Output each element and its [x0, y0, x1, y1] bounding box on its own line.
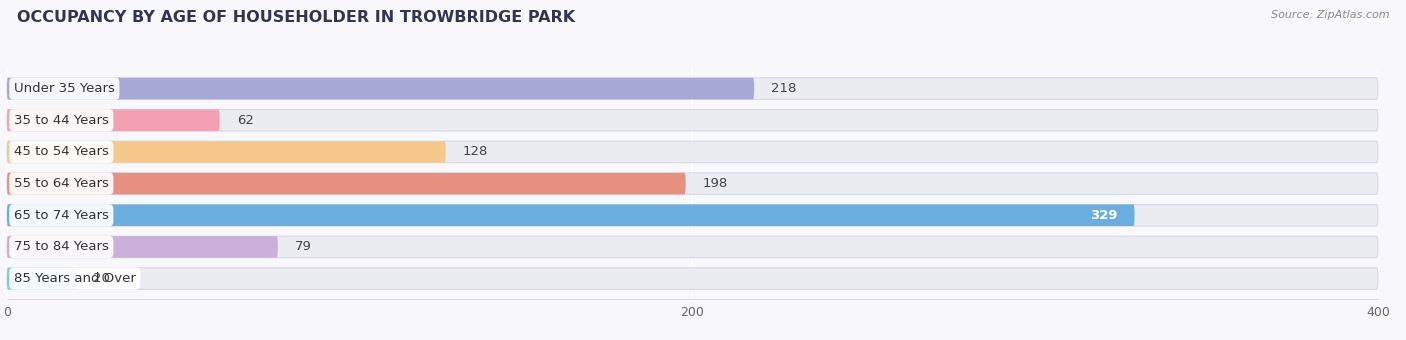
Text: 65 to 74 Years: 65 to 74 Years [14, 209, 108, 222]
Text: OCCUPANCY BY AGE OF HOUSEHOLDER IN TROWBRIDGE PARK: OCCUPANCY BY AGE OF HOUSEHOLDER IN TROWB… [17, 10, 575, 25]
FancyBboxPatch shape [7, 141, 446, 163]
FancyBboxPatch shape [7, 268, 76, 289]
FancyBboxPatch shape [7, 173, 686, 194]
Text: 198: 198 [703, 177, 728, 190]
FancyBboxPatch shape [7, 236, 1378, 258]
Text: 128: 128 [463, 146, 488, 158]
Text: Source: ZipAtlas.com: Source: ZipAtlas.com [1271, 10, 1389, 20]
Text: 35 to 44 Years: 35 to 44 Years [14, 114, 108, 127]
Text: 55 to 64 Years: 55 to 64 Years [14, 177, 108, 190]
FancyBboxPatch shape [7, 78, 754, 99]
Text: 79: 79 [295, 240, 312, 253]
FancyBboxPatch shape [7, 268, 1378, 289]
FancyBboxPatch shape [7, 109, 219, 131]
FancyBboxPatch shape [7, 204, 1135, 226]
Text: 45 to 54 Years: 45 to 54 Years [14, 146, 108, 158]
FancyBboxPatch shape [7, 236, 278, 258]
Text: Under 35 Years: Under 35 Years [14, 82, 115, 95]
Text: 75 to 84 Years: 75 to 84 Years [14, 240, 108, 253]
Text: 20: 20 [93, 272, 110, 285]
FancyBboxPatch shape [7, 78, 1378, 99]
FancyBboxPatch shape [7, 173, 1378, 194]
FancyBboxPatch shape [7, 141, 1378, 163]
Text: 218: 218 [772, 82, 797, 95]
Text: 329: 329 [1090, 209, 1118, 222]
FancyBboxPatch shape [7, 109, 1378, 131]
Text: 85 Years and Over: 85 Years and Over [14, 272, 136, 285]
Text: 62: 62 [236, 114, 253, 127]
FancyBboxPatch shape [7, 204, 1378, 226]
